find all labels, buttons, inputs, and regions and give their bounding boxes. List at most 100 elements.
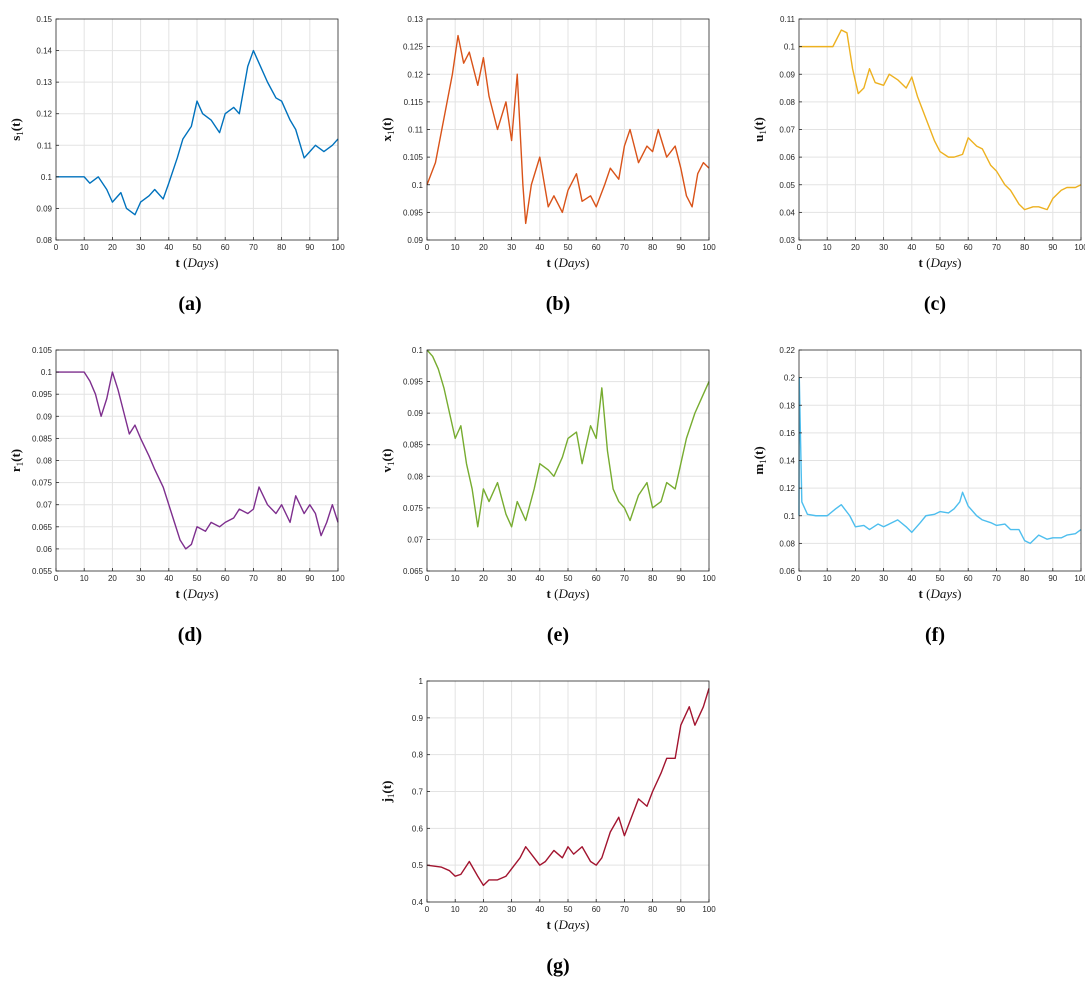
y-tick-label: 0.11 <box>408 126 424 135</box>
x-tick-label: 0 <box>54 574 59 583</box>
x-tick-label: 40 <box>907 574 916 583</box>
y-axis-label: x1(t) <box>379 118 396 142</box>
y-tick-label: 0.095 <box>403 208 424 217</box>
x-axis-label: t (Days) <box>919 586 962 601</box>
y-axis-label: j1(t) <box>379 781 396 804</box>
panel-caption: (a) <box>178 293 201 315</box>
x-tick-label: 60 <box>221 243 230 252</box>
x-tick-label: 70 <box>620 574 629 583</box>
x-tick-label: 50 <box>564 905 573 914</box>
x-tick-label: 40 <box>535 574 544 583</box>
y-tick-label: 0.5 <box>412 861 424 870</box>
series-line <box>426 688 710 887</box>
series-line <box>426 349 710 528</box>
y-tick-label: 0.065 <box>32 523 53 532</box>
x-tick-label: 60 <box>592 574 601 583</box>
x-tick-label: 10 <box>80 243 89 252</box>
x-tick-label: 100 <box>702 574 716 583</box>
y-axis-label: v1(t) <box>379 449 396 473</box>
y-tick-label: 0.09 <box>779 70 795 79</box>
x-tick-label: 70 <box>620 243 629 252</box>
x-tick-label: 50 <box>936 243 945 252</box>
x-tick-label: 10 <box>451 905 460 914</box>
y-tick-label: 0.06 <box>36 545 52 554</box>
x-tick-label: 80 <box>648 243 657 252</box>
x-axis-label: t (Days) <box>919 255 962 270</box>
x-tick-label: 100 <box>1074 243 1085 252</box>
x-axis-label: t (Days) <box>547 255 590 270</box>
y-tick-label: 0.2 <box>784 374 796 383</box>
x-tick-label: 40 <box>907 243 916 252</box>
y-tick-label: 0.06 <box>779 153 795 162</box>
x-tick-label: 70 <box>992 574 1001 583</box>
series-line <box>56 49 339 216</box>
x-tick-label: 90 <box>676 243 685 252</box>
chart-panel-c: 0 10 20 30 40 50 60 70 80 90 100 0.03 0.04 0.05 0.06 0.… <box>751 15 1085 315</box>
panel-caption: (c) <box>924 293 946 315</box>
x-tick-label: 100 <box>702 905 716 914</box>
x-tick-label: 20 <box>479 905 488 914</box>
y-tick-label: 0.05 <box>779 181 795 190</box>
y-tick-label: 0.13 <box>36 78 52 87</box>
y-tick-label: 0.08 <box>36 236 52 245</box>
x-axis-label: t (Days) <box>176 586 219 601</box>
y-tick-label: 0.14 <box>36 47 52 56</box>
x-tick-label: 100 <box>331 243 345 252</box>
y-tick-label: 0.1 <box>784 512 796 521</box>
series-line <box>56 371 339 550</box>
x-tick-label: 30 <box>136 574 145 583</box>
y-axis-label: r1(t) <box>8 449 25 472</box>
y-axis-label: s1(t) <box>8 118 25 141</box>
y-tick-label: 0.03 <box>779 236 795 245</box>
x-tick-label: 30 <box>879 574 888 583</box>
y-tick-label: 0.095 <box>32 390 53 399</box>
x-tick-label: 40 <box>164 574 173 583</box>
x-tick-label: 20 <box>851 243 860 252</box>
y-tick-label: 0.115 <box>404 98 424 107</box>
y-tick-label: 0.1 <box>41 173 53 182</box>
y-tick-label: 0.09 <box>36 412 52 421</box>
y-tick-label: 0.07 <box>36 501 52 510</box>
panel-caption: (e) <box>547 624 569 646</box>
x-tick-label: 80 <box>1020 243 1029 252</box>
y-tick-label: 0.065 <box>403 567 424 576</box>
x-tick-label: 20 <box>108 243 117 252</box>
x-tick-label: 10 <box>823 574 832 583</box>
x-tick-label: 70 <box>249 574 258 583</box>
x-tick-label: 20 <box>479 243 488 252</box>
chart-panel-d: 0 10 20 30 40 50 60 70 80 90 100 0.055 0.06 0.065 0.07… <box>8 346 345 646</box>
y-tick-label: 0.08 <box>36 457 52 466</box>
y-tick-label: 0.09 <box>407 236 423 245</box>
y-tick-label: 0.1 <box>412 181 424 190</box>
chart-panel-e: 0 10 20 30 40 50 60 70 80 90 100 0.065 0.07 0.075 0.08… <box>379 346 716 646</box>
y-tick-label: 0.085 <box>403 441 424 450</box>
x-tick-label: 70 <box>620 905 629 914</box>
chart-panel-g: 0 10 20 30 40 50 60 70 80 90 100 0.4 0.5 0.6 0.7 0.8 0.9… <box>379 677 716 977</box>
x-tick-label: 90 <box>676 905 685 914</box>
panel-caption: (g) <box>546 955 569 977</box>
x-tick-label: 100 <box>702 243 716 252</box>
x-tick-label: 50 <box>564 574 573 583</box>
panel-caption: (b) <box>546 293 570 315</box>
x-tick-label: 60 <box>964 574 973 583</box>
y-tick-label: 0.07 <box>779 126 795 135</box>
y-tick-label: 0.12 <box>407 70 423 79</box>
chart-panel-b: 0 10 20 30 40 50 60 70 80 90 100 0.09 0.095 0.1 0.105 0… <box>379 15 716 315</box>
x-tick-label: 40 <box>164 243 173 252</box>
y-tick-label: 0.12 <box>779 484 795 493</box>
x-tick-label: 90 <box>676 574 685 583</box>
x-tick-label: 0 <box>425 574 430 583</box>
y-tick-label: 0.7 <box>412 788 424 797</box>
x-tick-label: 80 <box>648 905 657 914</box>
x-tick-label: 0 <box>54 243 59 252</box>
y-tick-label: 1 <box>419 677 424 686</box>
y-tick-label: 0.08 <box>407 472 423 481</box>
y-tick-label: 0.075 <box>32 479 53 488</box>
y-tick-label: 0.11 <box>37 141 53 150</box>
y-tick-label: 0.12 <box>36 110 52 119</box>
series-line <box>799 29 1082 211</box>
x-tick-label: 0 <box>425 905 430 914</box>
y-tick-label: 0.14 <box>779 457 795 466</box>
x-axis-label: t (Days) <box>176 255 219 270</box>
